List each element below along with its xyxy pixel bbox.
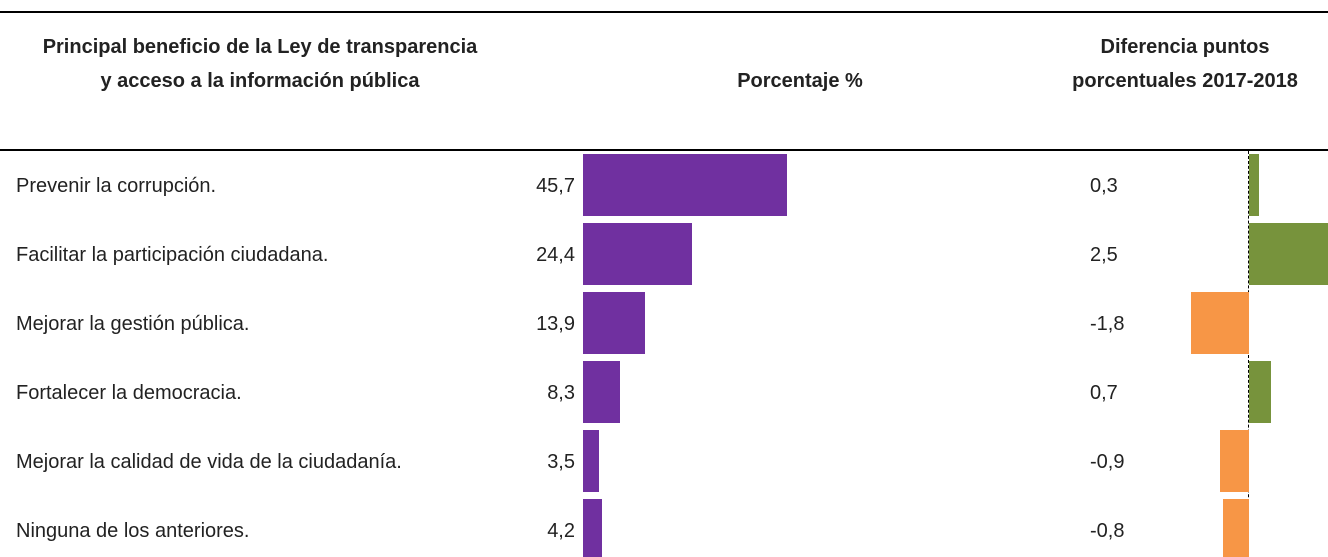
difference-label: 0,7 <box>1090 381 1118 404</box>
difference-bar <box>1249 154 1259 216</box>
zero-line <box>1248 151 1249 557</box>
value-label: 13,9 <box>536 312 575 335</box>
value-label: 45,7 <box>536 174 575 197</box>
bar <box>583 223 692 285</box>
bar <box>583 499 602 557</box>
category-label: Mejorar la calidad de vida de la ciudada… <box>16 450 402 473</box>
header-difference: Diferencia puntos porcentuales 2017-2018 <box>1072 36 1298 92</box>
difference-bar <box>1249 223 1328 285</box>
header-percentage: Porcentaje % <box>737 70 863 92</box>
category-label: Mejorar la gestión pública. <box>16 312 250 335</box>
header-category: Principal beneficio de la Ley de transpa… <box>42 36 478 92</box>
value-label: 24,4 <box>536 243 575 266</box>
difference-label: -1,8 <box>1090 312 1125 335</box>
category-label: Fortalecer la democracia. <box>16 381 242 404</box>
category-label: Prevenir la corrupción. <box>16 174 217 197</box>
difference-label: -0,8 <box>1090 519 1125 542</box>
difference-label: -0,9 <box>1090 450 1125 473</box>
difference-bar <box>1249 361 1272 423</box>
value-label: 4,2 <box>547 519 575 542</box>
header-rule <box>0 149 1328 151</box>
category-label: Ninguna de los anteriores. <box>16 519 250 542</box>
difference-bar <box>1220 430 1249 492</box>
difference-label: 2,5 <box>1090 243 1118 266</box>
bar <box>583 154 787 216</box>
value-label: 3,5 <box>547 450 575 473</box>
bar <box>583 361 621 423</box>
value-label: 8,3 <box>547 381 575 404</box>
difference-bar <box>1191 292 1249 354</box>
category-label: Facilitar la participación ciudadana. <box>16 243 329 266</box>
bar <box>583 292 645 354</box>
bar <box>583 430 599 492</box>
top-rule <box>0 11 1328 13</box>
difference-bar <box>1223 499 1249 557</box>
difference-label: 0,3 <box>1090 174 1118 197</box>
